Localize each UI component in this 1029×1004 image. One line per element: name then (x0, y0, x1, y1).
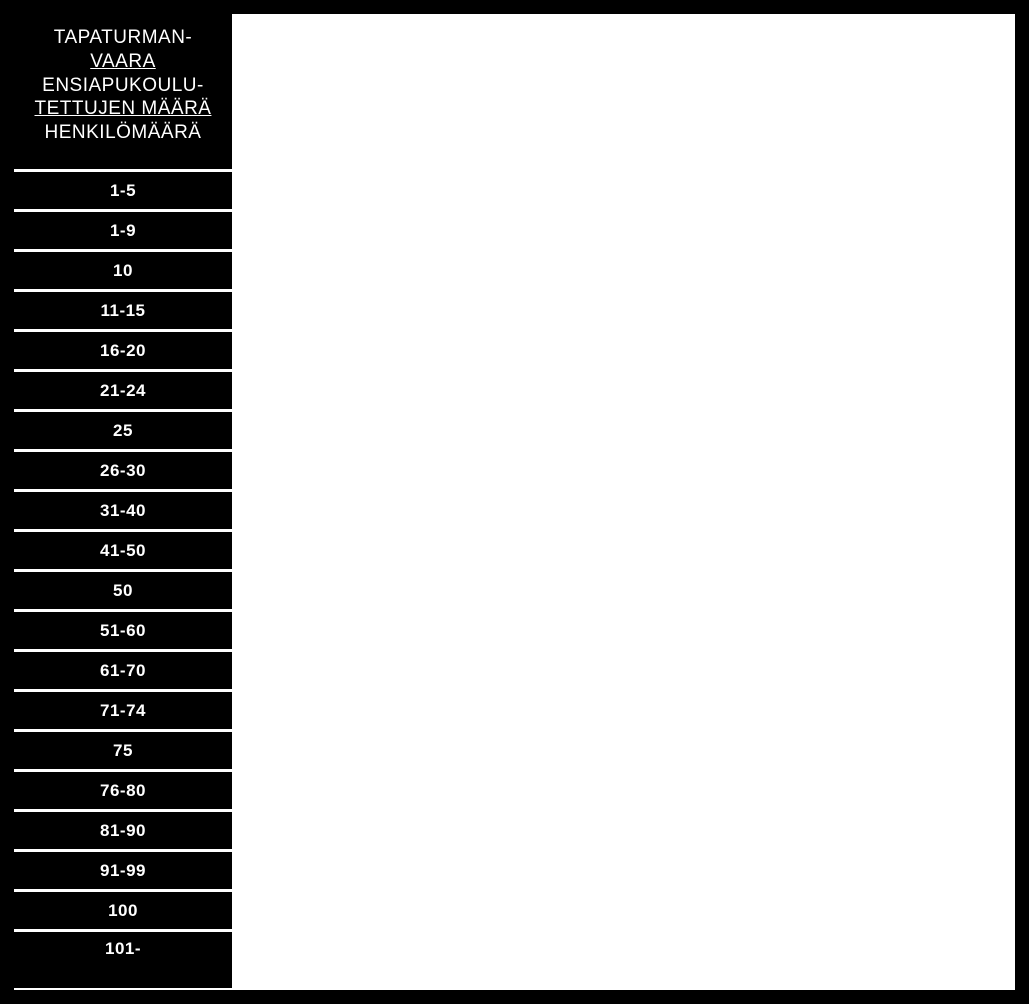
page-frame: TAPATURMAN- VAARA ENSIAPUKOULU- TETTUJEN… (0, 0, 1029, 1004)
header-line-1b: VAARA (90, 51, 156, 72)
table-row: 21-24 (14, 369, 232, 409)
table-row: 1-9 (14, 209, 232, 249)
table-row: 31-40 (14, 489, 232, 529)
table-row: 26-30 (14, 449, 232, 489)
table-row: 91-99 (14, 849, 232, 889)
table-row: 11-15 (14, 289, 232, 329)
header-line-2a: ENSIAPUKOULU- (42, 75, 204, 96)
header-line-1a: TAPATURMAN- (54, 27, 193, 48)
table-row: 100 (14, 889, 232, 929)
header-line-3: HENKILÖMÄÄRÄ (45, 122, 202, 143)
table-row: 51-60 (14, 609, 232, 649)
table-row: 76-80 (14, 769, 232, 809)
left-column: TAPATURMAN- VAARA ENSIAPUKOULU- TETTUJEN… (14, 14, 232, 988)
table-row: 75 (14, 729, 232, 769)
table-row: 1-5 (14, 169, 232, 209)
header-line-2b: TETTUJEN MÄÄRÄ (35, 98, 212, 119)
table-row: 101- (14, 929, 232, 988)
table-row: 61-70 (14, 649, 232, 689)
column-header: TAPATURMAN- VAARA ENSIAPUKOULU- TETTUJEN… (14, 14, 232, 169)
table-row: 16-20 (14, 329, 232, 369)
table-row: 81-90 (14, 809, 232, 849)
table-row: 50 (14, 569, 232, 609)
table-row: 10 (14, 249, 232, 289)
table-row: 71-74 (14, 689, 232, 729)
table-row: 25 (14, 409, 232, 449)
content-sheet: TAPATURMAN- VAARA ENSIAPUKOULU- TETTUJEN… (14, 14, 1015, 990)
table-row: 41-50 (14, 529, 232, 569)
